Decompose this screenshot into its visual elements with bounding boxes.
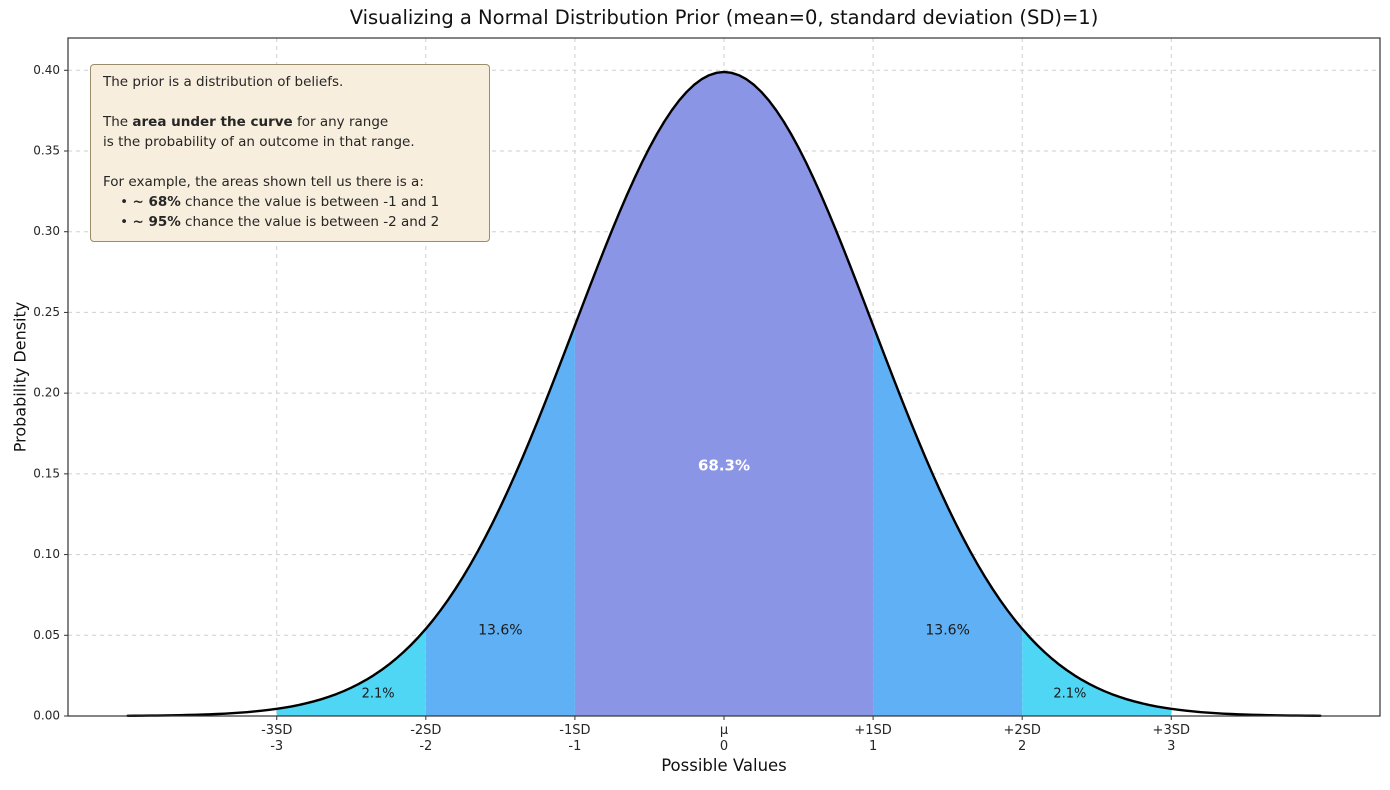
explanation-text: The prior is a distribution of beliefs. …: [103, 73, 477, 233]
annotation-line: • ~ 68% chance the value is between -1 a…: [103, 193, 477, 213]
region-probability-label: 68.3%: [698, 456, 750, 474]
annotation-line: [103, 153, 477, 173]
x-axis-label: Possible Values: [661, 756, 787, 775]
x-tick-value-label: 1: [869, 739, 877, 754]
annotation-bold-text: ~ 95%: [132, 213, 181, 230]
x-tick-value-label: -2: [419, 739, 432, 754]
x-tick-sd-label: +3SD: [1153, 723, 1190, 738]
x-tick-sd-label: -2SD: [410, 723, 441, 738]
annotation-text: for any range: [292, 113, 389, 130]
annotation-text: chance the value is between -2 and 2: [180, 213, 440, 230]
annotation-text: The prior is a distribution of beliefs.: [103, 74, 344, 90]
x-tick-value-label: 2: [1018, 739, 1026, 754]
y-tick-label: 0.15: [33, 466, 60, 480]
annotation-line: is the probability of an outcome in that…: [103, 133, 477, 153]
x-tick-sd-label: μ: [720, 723, 728, 738]
y-tick-label: 0.10: [33, 547, 60, 561]
y-tick-label: 0.20: [33, 386, 60, 400]
y-tick-label: 0.30: [33, 224, 60, 238]
y-tick-label: 0.35: [33, 144, 60, 158]
sigma-region: [276, 628, 426, 716]
y-axis-label: Probability Density: [10, 301, 30, 453]
annotation-text: For example, the areas shown tell us the…: [103, 173, 424, 190]
normal-curve: [126, 70, 1322, 717]
annotation-line: For example, the areas shown tell us the…: [103, 173, 477, 193]
explanation-box: The prior is a distribution of beliefs. …: [90, 64, 490, 242]
sigma-region: [1022, 628, 1172, 716]
y-tick-label: 0.40: [33, 63, 60, 77]
annotation-line: • ~ 95% chance the value is between -2 a…: [103, 213, 477, 233]
x-tick-value-label: 3: [1167, 739, 1175, 754]
y-tick-label: 0.00: [33, 709, 60, 723]
x-tick-sd-label: -3SD: [261, 723, 292, 738]
annotation-bold-text: ~ 68%: [132, 193, 181, 210]
region-probability-label: 13.6%: [478, 622, 522, 638]
annotation-text: The: [103, 113, 133, 130]
annotation-text: is the probability of an outcome in that…: [103, 133, 415, 150]
region-probability-label: 2.1%: [1053, 687, 1086, 702]
annotation-line: [103, 93, 477, 113]
y-tick-label: 0.05: [33, 628, 60, 642]
x-tick-sd-label: +2SD: [1003, 723, 1040, 738]
annotation-line: The prior is a distribution of beliefs.: [103, 73, 477, 93]
annotation-text: •: [103, 193, 133, 210]
sigma-region: [574, 71, 874, 717]
annotation-text: •: [103, 213, 133, 230]
chart-title: Visualizing a Normal Distribution Prior …: [349, 6, 1099, 29]
x-tick-value-label: -3: [270, 739, 283, 754]
y-tick-label: 0.25: [33, 305, 60, 319]
x-tick-sd-label: +1SD: [854, 723, 891, 738]
region-probability-label: 13.6%: [925, 622, 969, 638]
annotation-bold-text: area under the curve: [132, 113, 293, 130]
x-tick-value-label: 0: [720, 739, 728, 754]
annotation-line: The area under the curve for any range: [103, 113, 477, 133]
x-tick-value-label: -1: [568, 739, 581, 754]
annotation-text: chance the value is between -1 and 1: [180, 193, 440, 210]
region-probability-label: 2.1%: [362, 687, 395, 702]
x-tick-sd-label: -1SD: [559, 723, 590, 738]
